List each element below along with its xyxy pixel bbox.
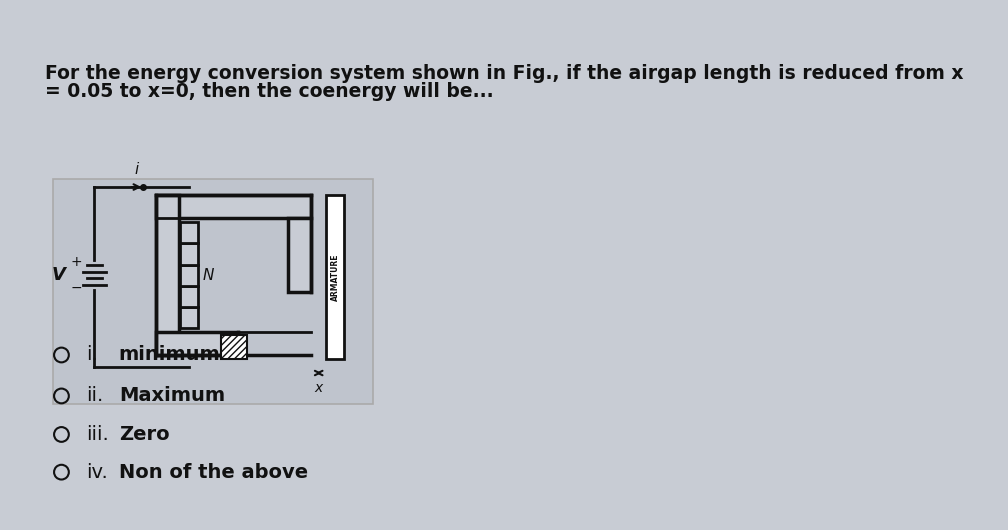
Text: minimum: minimum [119, 346, 221, 365]
Text: −: − [71, 281, 82, 295]
Bar [288, 218, 311, 292]
Bar [180, 286, 199, 307]
Text: ARMATURE: ARMATURE [331, 253, 340, 301]
Text: Maximum: Maximum [119, 386, 225, 405]
Bar [155, 332, 238, 355]
Text: V: V [51, 266, 66, 284]
Text: Non of the above: Non of the above [119, 463, 307, 482]
Bar [155, 195, 178, 355]
Bar [180, 307, 199, 328]
Bar [180, 222, 199, 243]
Text: i.: i. [86, 346, 98, 365]
Bar [53, 179, 373, 404]
Text: = 0.05 to x=0, then the coenergy will be...: = 0.05 to x=0, then the coenergy will be… [45, 82, 494, 101]
Text: Zero: Zero [119, 425, 169, 444]
Text: i: i [135, 162, 139, 177]
Text: iv.: iv. [86, 463, 108, 482]
Bar [326, 195, 344, 359]
Text: x: x [314, 381, 323, 395]
Bar [221, 334, 247, 359]
Bar [180, 264, 199, 286]
Bar [180, 243, 199, 264]
Text: ii.: ii. [86, 386, 103, 405]
Text: For the energy conversion system shown in Fig., if the airgap length is reduced : For the energy conversion system shown i… [45, 64, 964, 83]
Text: +: + [71, 255, 82, 269]
Text: iii.: iii. [86, 425, 109, 444]
Text: N: N [203, 268, 214, 282]
Bar [155, 195, 311, 218]
